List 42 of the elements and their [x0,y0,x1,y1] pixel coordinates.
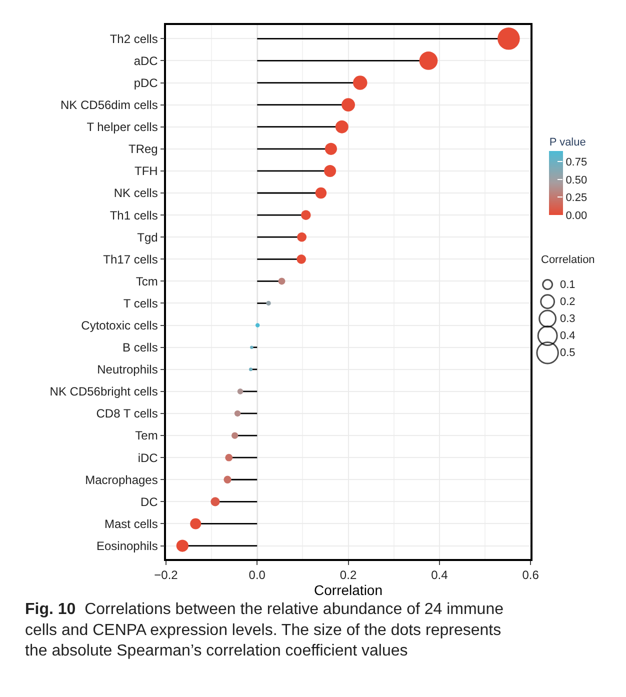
y-tick-label: Th1 cells [110,208,158,222]
caption: Fig. 10 [25,601,76,618]
y-tick-label: NK CD56bright cells [50,384,158,399]
color-bar-label: 0.50 [566,174,588,186]
y-tick-label: pDC [134,76,158,90]
y-tick-label: Cytotoxic cells [81,318,158,332]
x-axis-title: Correlation [314,582,383,598]
x-tick-label: 0.6 [522,568,540,582]
y-tick-label: TFH [134,164,158,178]
x-tick-label: −0.2 [154,568,178,582]
y-tick-label: iDC [138,450,158,465]
y-tick-label: NK cells [114,186,158,200]
y-tick-label: T cells [123,296,158,310]
y-tick-label: DC [140,494,158,509]
color-bar-title: P value [549,136,586,148]
color-bar-label: 0.75 [566,156,588,169]
y-tick-label: Th2 cells [110,32,158,46]
y-tick-label: Tcm [136,274,158,288]
y-tick-label: CD8 T cells [96,406,158,421]
y-tick-label: NK CD56dim cells [60,98,158,112]
x-tick-label: 0.0 [248,568,266,582]
x-tick-label: 0.2 [340,568,357,582]
legend-label: 0.5 [560,347,576,359]
legend-label: 0.4 [560,330,576,342]
y-tick-label: T helper cells [86,120,158,134]
legend-label: 0.1 [560,279,576,291]
y-tick-label: Eosinophils [96,538,158,553]
y-tick-label: aDC [134,54,158,68]
y-tick-label: B cells [122,340,158,355]
y-tick-label: Tgd [137,230,158,244]
y-tick-label: Th17 cells [103,252,158,266]
y-tick-label: Neutrophils [97,362,158,377]
legend-label: 0.2 [560,296,576,308]
y-tick-label: TReg [128,142,158,156]
y-tick-label: Tem [135,428,158,443]
x-tick-label: 0.4 [431,568,448,582]
legend-title: Correlation [541,254,595,266]
color-bar-label: 0.25 [566,192,588,204]
legend-label: 0.3 [560,313,576,325]
color-bar-label: 0.00 [566,210,588,222]
y-tick-label: Macrophages [85,472,158,487]
y-tick-label: Mast cells [104,516,158,531]
